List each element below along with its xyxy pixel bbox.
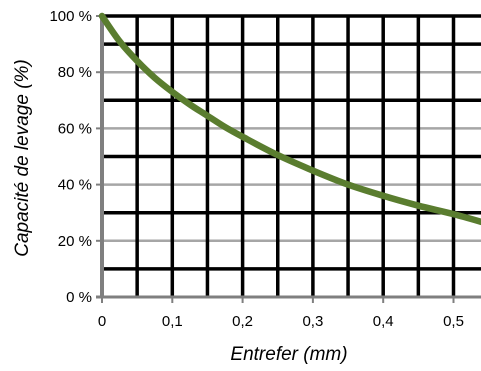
y-tick-label: 40 % [58, 177, 92, 194]
x-tick-label: 0,3 [302, 313, 323, 330]
y-tick-label: 100 % [49, 8, 92, 25]
y-tick-label: 80 % [58, 64, 92, 81]
series-line [98, 12, 481, 226]
grid-lines [102, 14, 481, 297]
x-tick-label: 0,1 [162, 313, 183, 330]
tick-labels: 0 % 20 % 40 % 60 % 80 % 100 % 0 0,1 0,2 0,3 0,4 0,5 [49, 8, 463, 330]
series-layer [98, 12, 481, 226]
x-tick-label: 0,4 [373, 313, 394, 330]
x-axis-title: Entrefer (mm) [230, 344, 347, 365]
y-tick-label: 0 % [66, 289, 92, 306]
x-tick-label: 0,2 [232, 313, 253, 330]
x-tick-label: 0 [98, 313, 106, 330]
y-tick-label: 60 % [58, 120, 92, 137]
y-axis-title: Capacité de levage (%) [12, 59, 33, 257]
y-tick-label: 20 % [58, 233, 92, 250]
x-tick-label: 0,5 [443, 313, 464, 330]
